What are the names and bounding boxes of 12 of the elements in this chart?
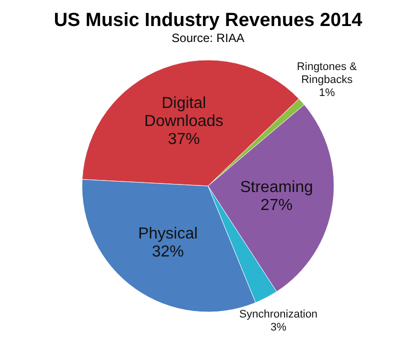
chart-title: US Music Industry Revenues 2014 [54,10,363,31]
data-label: 27% [260,197,293,214]
slice-label: Digital Downloads [144,95,224,130]
slice-label: Physical [138,225,198,242]
data-label: 32% [152,243,184,260]
data-label: 1% [318,86,336,99]
slice-label: Streaming [240,179,314,196]
slice-label: Ringtones & Ringbacks [296,60,358,86]
slice-label: Synchronization [239,308,318,321]
chart-subtitle: Source: RIAA [172,31,244,45]
data-label: 3% [270,322,287,334]
data-label: 37% [168,131,200,148]
